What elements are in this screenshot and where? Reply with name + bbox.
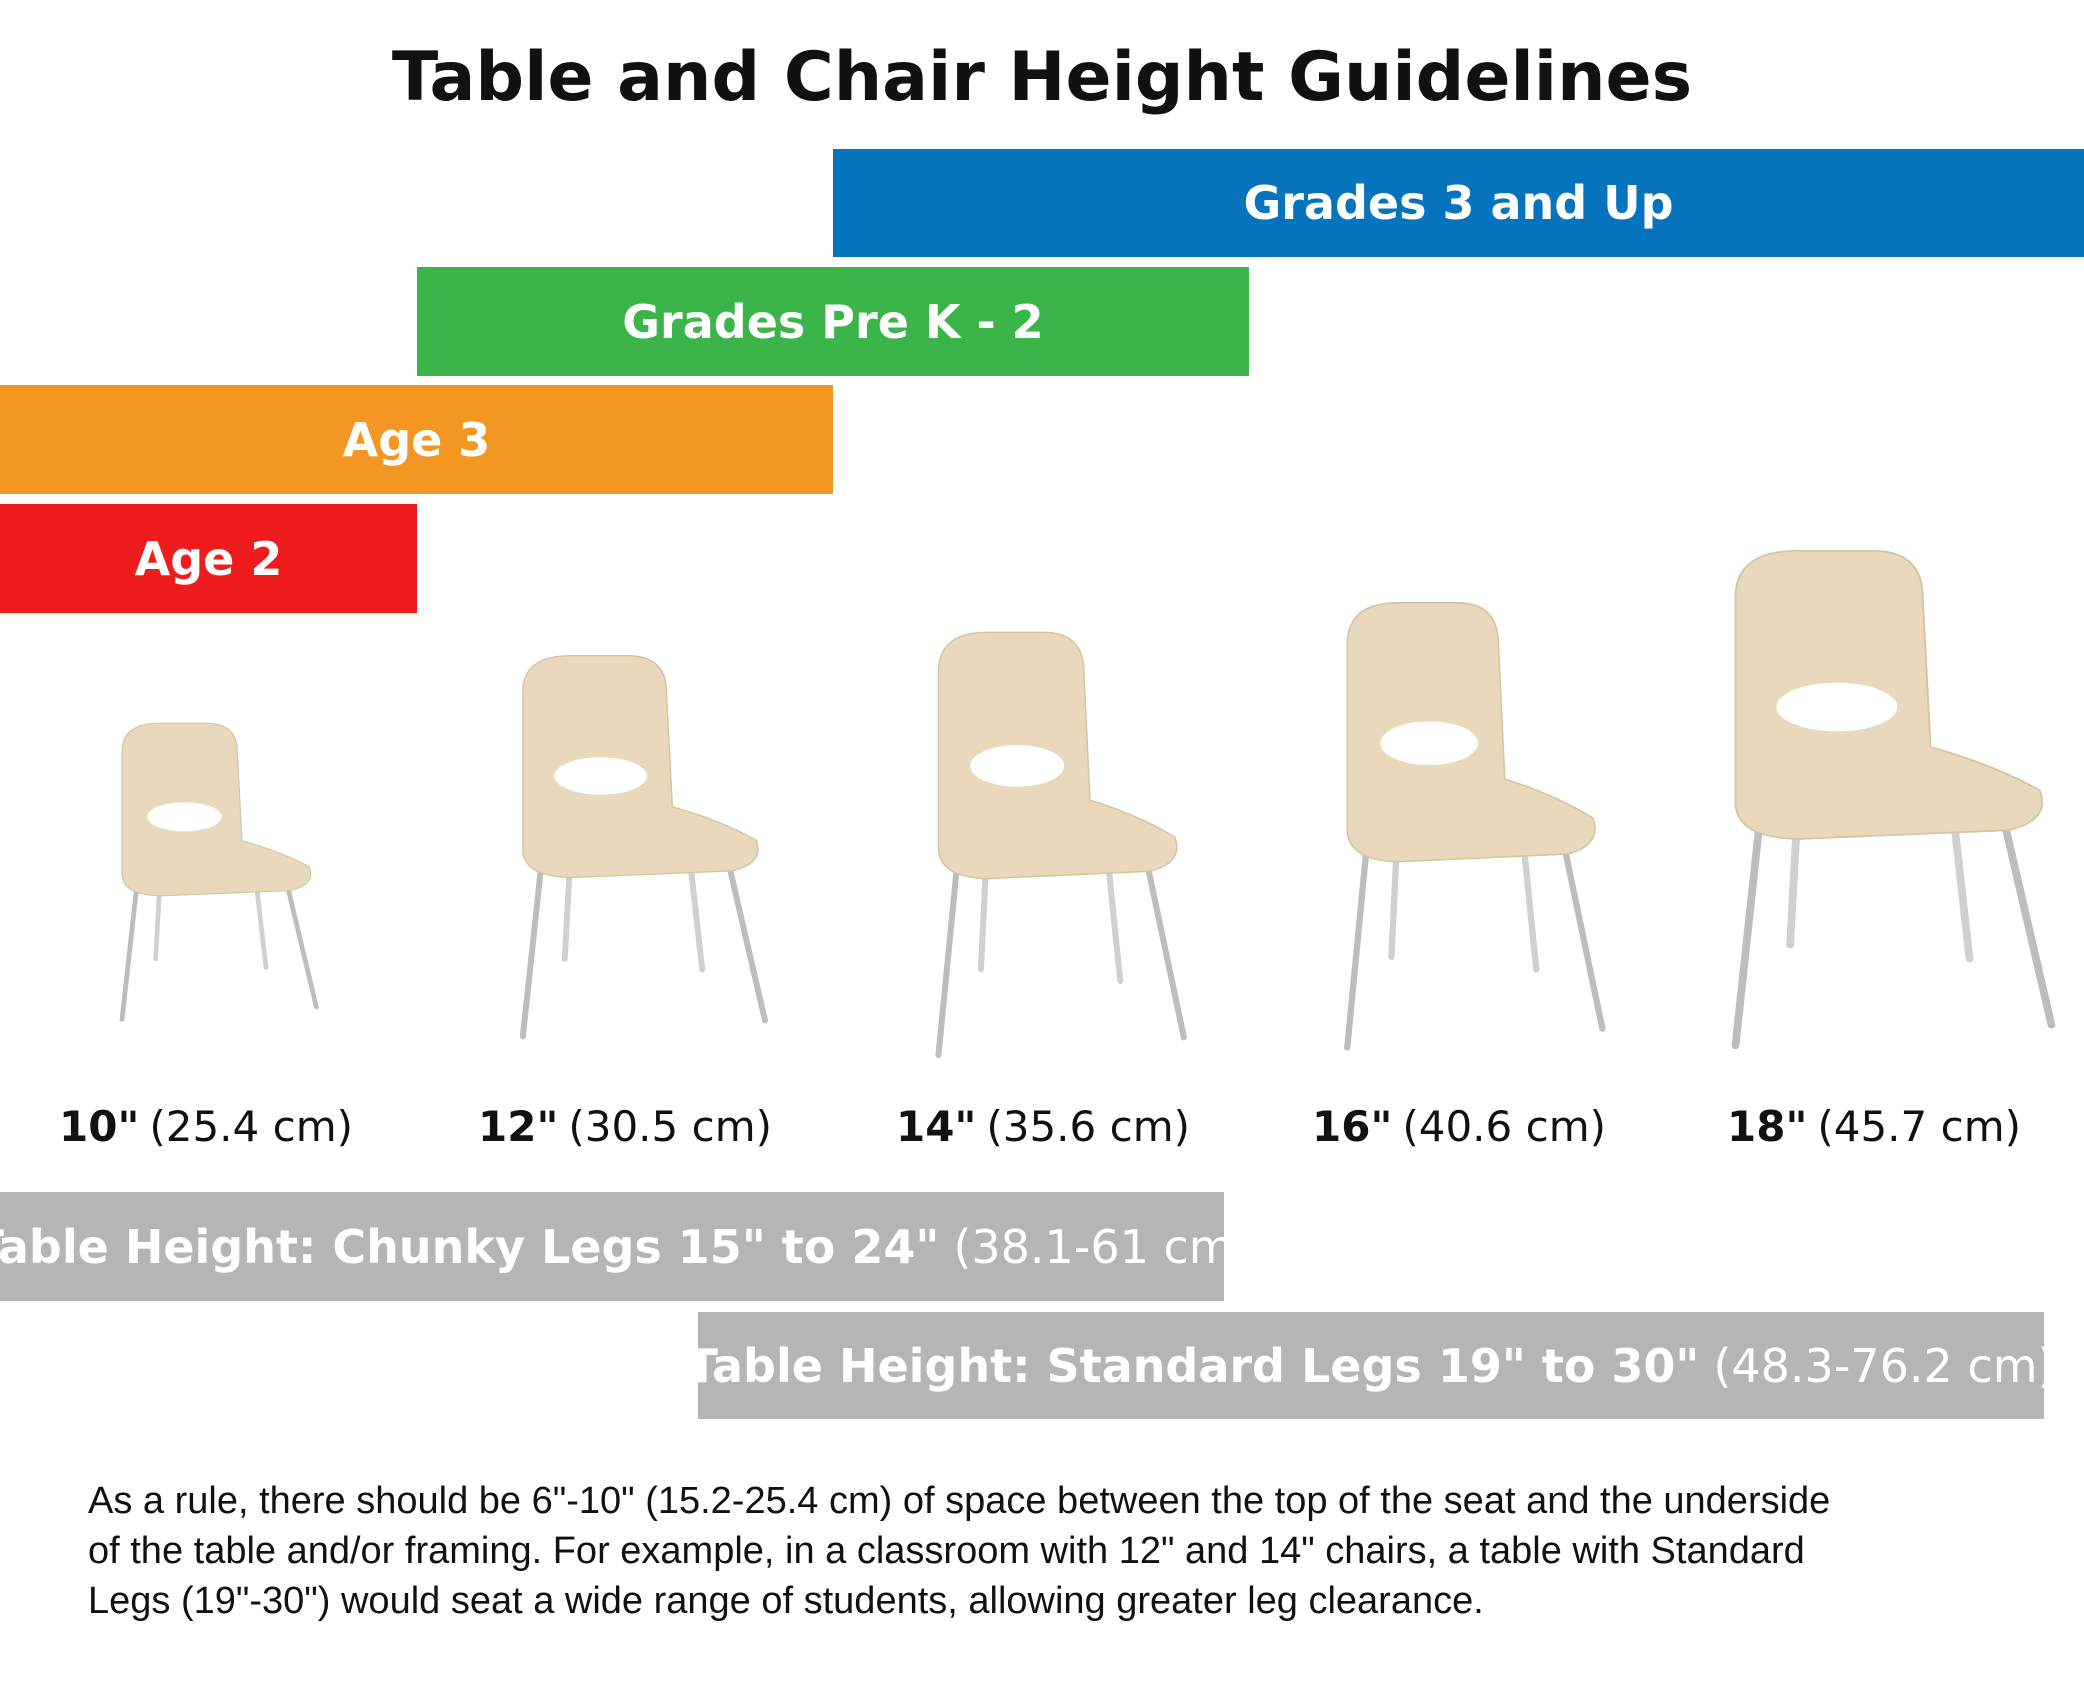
chair-illustrations [0, 0, 2084, 1100]
age-band: Grades 3 and Up [833, 149, 2084, 257]
table-label: Table Height: Standard Legs 19" to 30" [686, 1338, 1700, 1393]
chair-metric: (35.6 cm) [986, 1102, 1190, 1151]
table-height-bar: Table Height: Chunky Legs 15" to 24" (38.… [0, 1192, 1252, 1301]
chair-label: 14" (35.6 cm) [833, 1102, 1253, 1151]
chair-label: 18" (45.7 cm) [1664, 1102, 2084, 1151]
band-label: Grades Pre K - 2 [622, 294, 1044, 349]
chair-size: 16" [1312, 1102, 1393, 1151]
chair [122, 723, 316, 1019]
note-line: As a rule, there should be 6"-10" (15.2-… [88, 1480, 1831, 1522]
chair-label: 10" (25.4 cm) [0, 1102, 416, 1151]
age-band: Age 3 [0, 385, 833, 494]
chair-metric: (45.7 cm) [1817, 1102, 2021, 1151]
table-label: Table Height: Chunky Legs 15" to 24" [0, 1219, 940, 1274]
chair-size: 18" [1727, 1102, 1808, 1151]
title: Table and Chair Height Guidelines [391, 38, 1693, 117]
chair-metric: (30.5 cm) [568, 1102, 772, 1151]
chair [1347, 603, 1602, 1048]
note-line: of the table and/or framing. For example… [88, 1530, 1805, 1572]
table-metric: (38.1-61 cm) [953, 1219, 1252, 1274]
chair-label: 16" (40.6 cm) [1249, 1102, 1669, 1151]
chair-metric: (25.4 cm) [149, 1102, 353, 1151]
chair [938, 632, 1183, 1055]
table-height-bar: Table Height: Standard Legs 19" to 30" (4… [687, 1312, 2055, 1419]
band-label: Age 2 [134, 531, 283, 586]
note-line: Legs (19"-30") would seat a wide range o… [88, 1580, 1484, 1622]
band-label: Grades 3 and Up [1243, 176, 1674, 230]
chair-metric: (40.6 cm) [1402, 1102, 1606, 1151]
band-label: Age 3 [342, 412, 491, 467]
chair-size: 10" [59, 1102, 140, 1151]
table-metric: (48.3-76.2 cm) [1713, 1338, 2056, 1393]
chair-size: 12" [478, 1102, 559, 1151]
chair-label: 12" (30.5 cm) [415, 1102, 835, 1151]
chair [1736, 551, 2052, 1046]
chair [523, 656, 765, 1037]
age-band: Age 2 [0, 504, 417, 613]
note: As a rule, there should be 6"-10" (15.2-… [88, 1476, 1830, 1626]
chair-size: 14" [896, 1102, 977, 1151]
age-band: Grades Pre K - 2 [417, 267, 1249, 376]
